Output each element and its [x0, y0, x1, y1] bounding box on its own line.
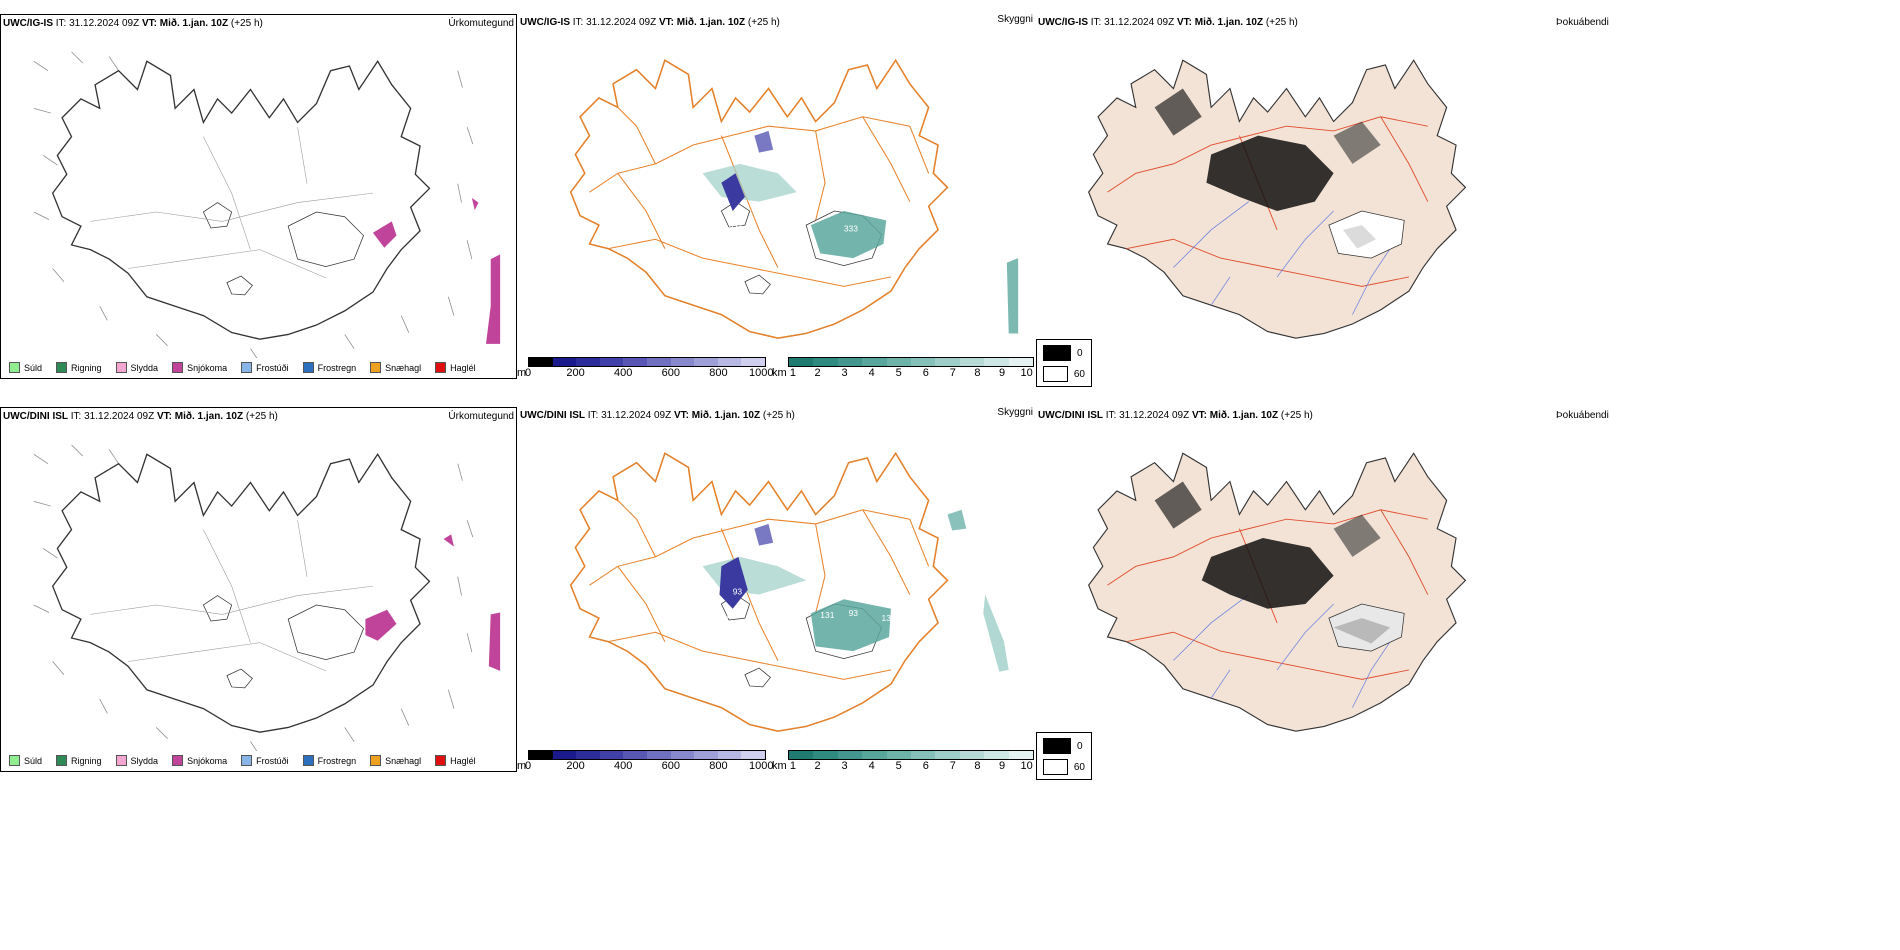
panel-header: UWC/DINI ISL IT: 31.12.2024 09Z VT: Mið.… [1038, 410, 1313, 421]
panel-header: UWC/IG-IS IT: 31.12.2024 09Z VT: Mið. 1.… [520, 17, 780, 28]
legend-item-frostudi: Frostúði [241, 755, 289, 766]
precip-legend: Súld Rigning Slydda Snjókoma Frostúði Fr… [9, 362, 476, 373]
precip-type-panel-row2: UWC/DINI ISL IT: 31.12.2024 09Z VT: Mið.… [0, 407, 517, 772]
panel-title: Þokuábendi [1556, 17, 1609, 28]
vis-label: 242 [729, 224, 743, 234]
swatch-icon [115, 755, 127, 766]
legend-item-snaehagl: Snæhagl [370, 362, 421, 373]
legend-item-haglel: Haglél [435, 362, 476, 373]
legend-item-frostregn: Frostregn [302, 755, 356, 766]
fog-panel-row2: UWC/DINI ISL IT: 31.12.2024 09Z VT: Mið.… [1036, 407, 1900, 780]
panel-header: UWC/DINI ISL IT: 31.12.2024 09Z VT: Mið.… [520, 410, 795, 421]
swatch-icon [56, 755, 68, 766]
precip-type-map [33, 444, 501, 751]
swatch-icon [172, 755, 184, 766]
panel-title: Skyggni [997, 14, 1033, 25]
panel-title: Úrkomutegund [448, 411, 514, 422]
cbar-unit: km [772, 367, 787, 379]
fog-map [1088, 59, 1467, 339]
vis-label: 131 [820, 610, 834, 620]
legend-item-rigning: Rigning [56, 362, 102, 373]
vis-label: 93 [849, 608, 859, 618]
legend-item-haglel: Haglél [435, 755, 476, 766]
visibility-panel-row1: UWC/IG-IS IT: 31.12.2024 09Z VT: Mið. 1.… [517, 14, 1035, 379]
cloud-base-colorbar: m 0 200 400 600 800 1000 [517, 750, 773, 772]
fog-map [1088, 452, 1467, 732]
precip-type-map [33, 51, 501, 358]
swatch-icon [9, 362, 20, 373]
swatch-icon [435, 362, 447, 373]
legend-item-sudd: Súld [9, 362, 42, 373]
legend-item-slydda: Slydda [115, 755, 158, 766]
swatch-icon [302, 362, 314, 373]
vis-label: 131 [882, 613, 896, 623]
legend-item-rigning: Rigning [56, 755, 102, 766]
swatch-icon [370, 755, 382, 766]
cbar-unit: km [772, 760, 787, 772]
swatch-icon [302, 755, 314, 766]
swatch-icon [56, 362, 68, 373]
swatch-icon [172, 362, 184, 373]
fog-key: 0 60 [1036, 732, 1092, 780]
vis-label: 121 [721, 610, 735, 620]
legend-item-frostudi: Frostúði [241, 362, 289, 373]
swatch-icon [370, 362, 382, 373]
panel-title: Skyggni [997, 407, 1033, 418]
swatch-icon [115, 362, 127, 373]
legend-item-snjokoma: Snjókoma [172, 362, 227, 373]
visibility-map: 121 93 131 93 131 [569, 452, 1009, 732]
cbar-unit: m [517, 367, 527, 379]
legend-item-snjokoma: Snjókoma [172, 755, 227, 766]
precip-type-panel-row1: UWC/IG-IS IT: 31.12.2024 09Z VT: Mið. 1.… [0, 14, 517, 379]
vis-label: 333 [844, 224, 858, 234]
legend-item-frostregn: Frostregn [302, 362, 356, 373]
precip-legend: Súld Rigning Slydda Snjókoma Frostúði Fr… [9, 755, 476, 766]
panel-title: Þokuábendi [1556, 410, 1609, 421]
legend-item-slydda: Slydda [115, 362, 158, 373]
cbar-unit: m [517, 760, 527, 772]
cloud-base-colorbar: m 0 200 400 600 800 1000 [517, 357, 773, 379]
panel-header: UWC/DINI ISL IT: 31.12.2024 09Z VT: Mið.… [3, 411, 278, 422]
visibility-colorbar: km 1 2 3 4 5 6 7 8 9 10 [772, 750, 1034, 772]
swatch-icon [9, 755, 20, 766]
visibility-map: 242 333 [569, 59, 1019, 339]
legend-item-sudd: Súld [9, 755, 42, 766]
fog-panel-row1: UWC/IG-IS IT: 31.12.2024 09Z VT: Mið. 1.… [1036, 14, 1900, 387]
swatch-icon [241, 755, 253, 766]
panel-title: Úrkomutegund [448, 18, 514, 29]
swatch-icon [435, 755, 447, 766]
panel-header: UWC/IG-IS IT: 31.12.2024 09Z VT: Mið. 1.… [3, 18, 263, 29]
vis-label: 93 [733, 587, 743, 597]
visibility-panel-row2: UWC/DINI ISL IT: 31.12.2024 09Z VT: Mið.… [517, 407, 1035, 772]
legend-item-snaehagl: Snæhagl [370, 755, 421, 766]
swatch-icon [241, 362, 253, 373]
fog-key: 0 60 [1036, 339, 1092, 387]
panel-header: UWC/IG-IS IT: 31.12.2024 09Z VT: Mið. 1.… [1038, 17, 1298, 28]
visibility-colorbar: km 1 2 3 4 5 6 7 8 9 10 [772, 357, 1034, 379]
